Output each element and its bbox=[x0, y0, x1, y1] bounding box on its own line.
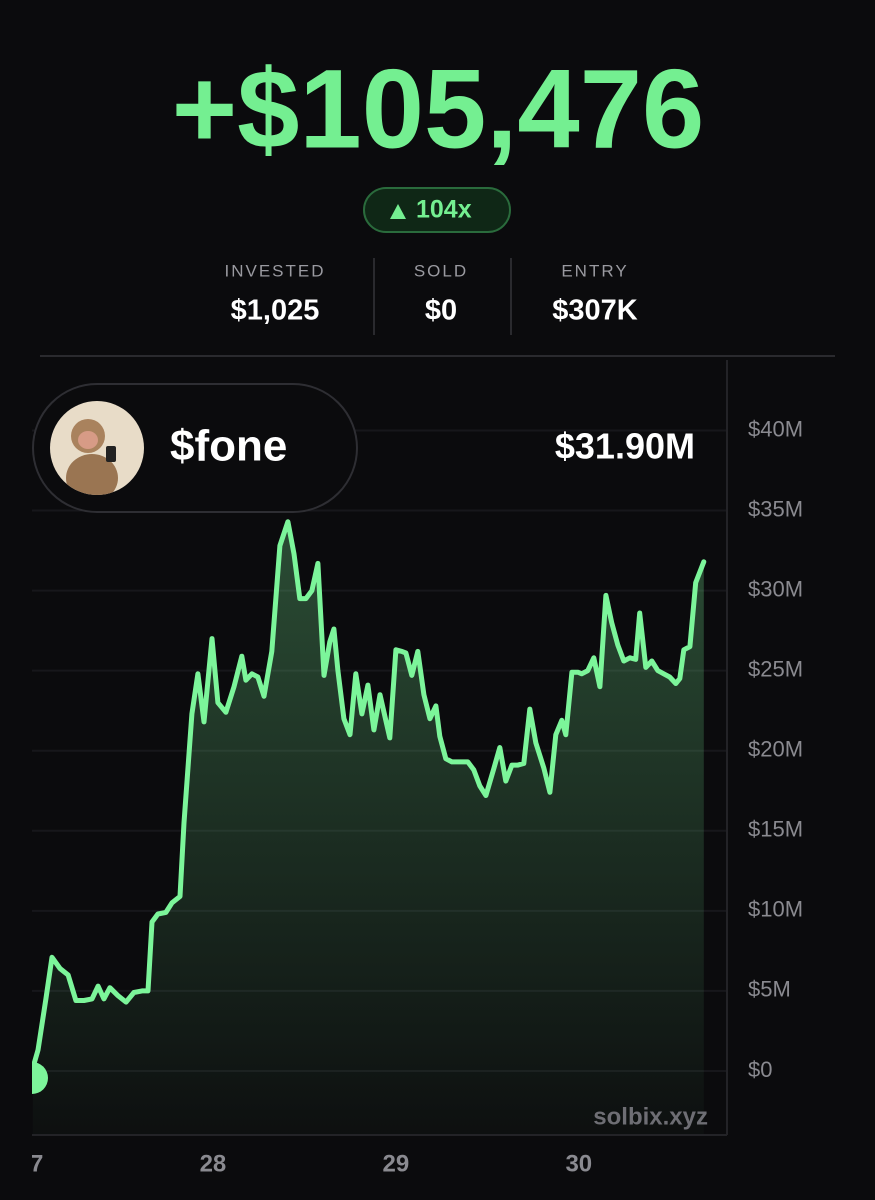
y-tick-label: $30M bbox=[748, 576, 803, 601]
y-tick-label: $20M bbox=[748, 737, 803, 762]
stat-value: $0 bbox=[425, 295, 457, 327]
avatar-face bbox=[78, 431, 98, 449]
x-tick-label: 29 bbox=[383, 1150, 410, 1177]
y-tick-label: $10M bbox=[748, 897, 803, 922]
y-tick-label: $35M bbox=[748, 496, 803, 521]
price-line bbox=[32, 519, 707, 1071]
stat-label: INVESTED bbox=[224, 261, 325, 280]
x-tick-label: 28 bbox=[200, 1150, 227, 1177]
y-tick-label: $40M bbox=[748, 416, 803, 441]
y-tick-label: $5M bbox=[748, 977, 791, 1002]
start-marker bbox=[32, 1062, 48, 1094]
stat-value: $307K bbox=[552, 295, 638, 327]
stat-label: ENTRY bbox=[561, 261, 628, 280]
plot-area: 27 28 29 30 bbox=[17, 429, 727, 1177]
multiplier: 104x bbox=[416, 196, 472, 224]
y-tick-label: $0 bbox=[748, 1057, 772, 1082]
stat-label: SOLD bbox=[414, 261, 468, 280]
x-tick-label: 27 bbox=[17, 1150, 44, 1177]
watermark: solbix.xyz bbox=[593, 1103, 708, 1130]
avatar bbox=[50, 401, 144, 495]
x-tick-label: 30 bbox=[565, 1150, 592, 1177]
chart: 27 28 29 30 $0 $5M $10M $15M $20M $25M $30M $35M $40… bbox=[17, 360, 803, 1177]
avatar-body bbox=[66, 454, 118, 495]
y-tick-label: $25M bbox=[748, 656, 803, 681]
y-tick-label: $15M bbox=[748, 817, 803, 842]
up-arrow bbox=[390, 204, 406, 219]
token-name: $fone bbox=[170, 422, 287, 471]
market-cap: $31.90M bbox=[555, 426, 695, 467]
stats: INVESTED $1,025 SOLD $0 ENTRY $307K bbox=[224, 258, 638, 335]
area-fill bbox=[32, 521, 704, 1135]
multiplier-badge bbox=[363, 187, 511, 233]
token-pill: $fone bbox=[32, 383, 358, 513]
stat-value: $1,025 bbox=[231, 295, 320, 327]
pnl: +$105,476 bbox=[172, 47, 705, 172]
avatar-phone bbox=[106, 446, 116, 462]
